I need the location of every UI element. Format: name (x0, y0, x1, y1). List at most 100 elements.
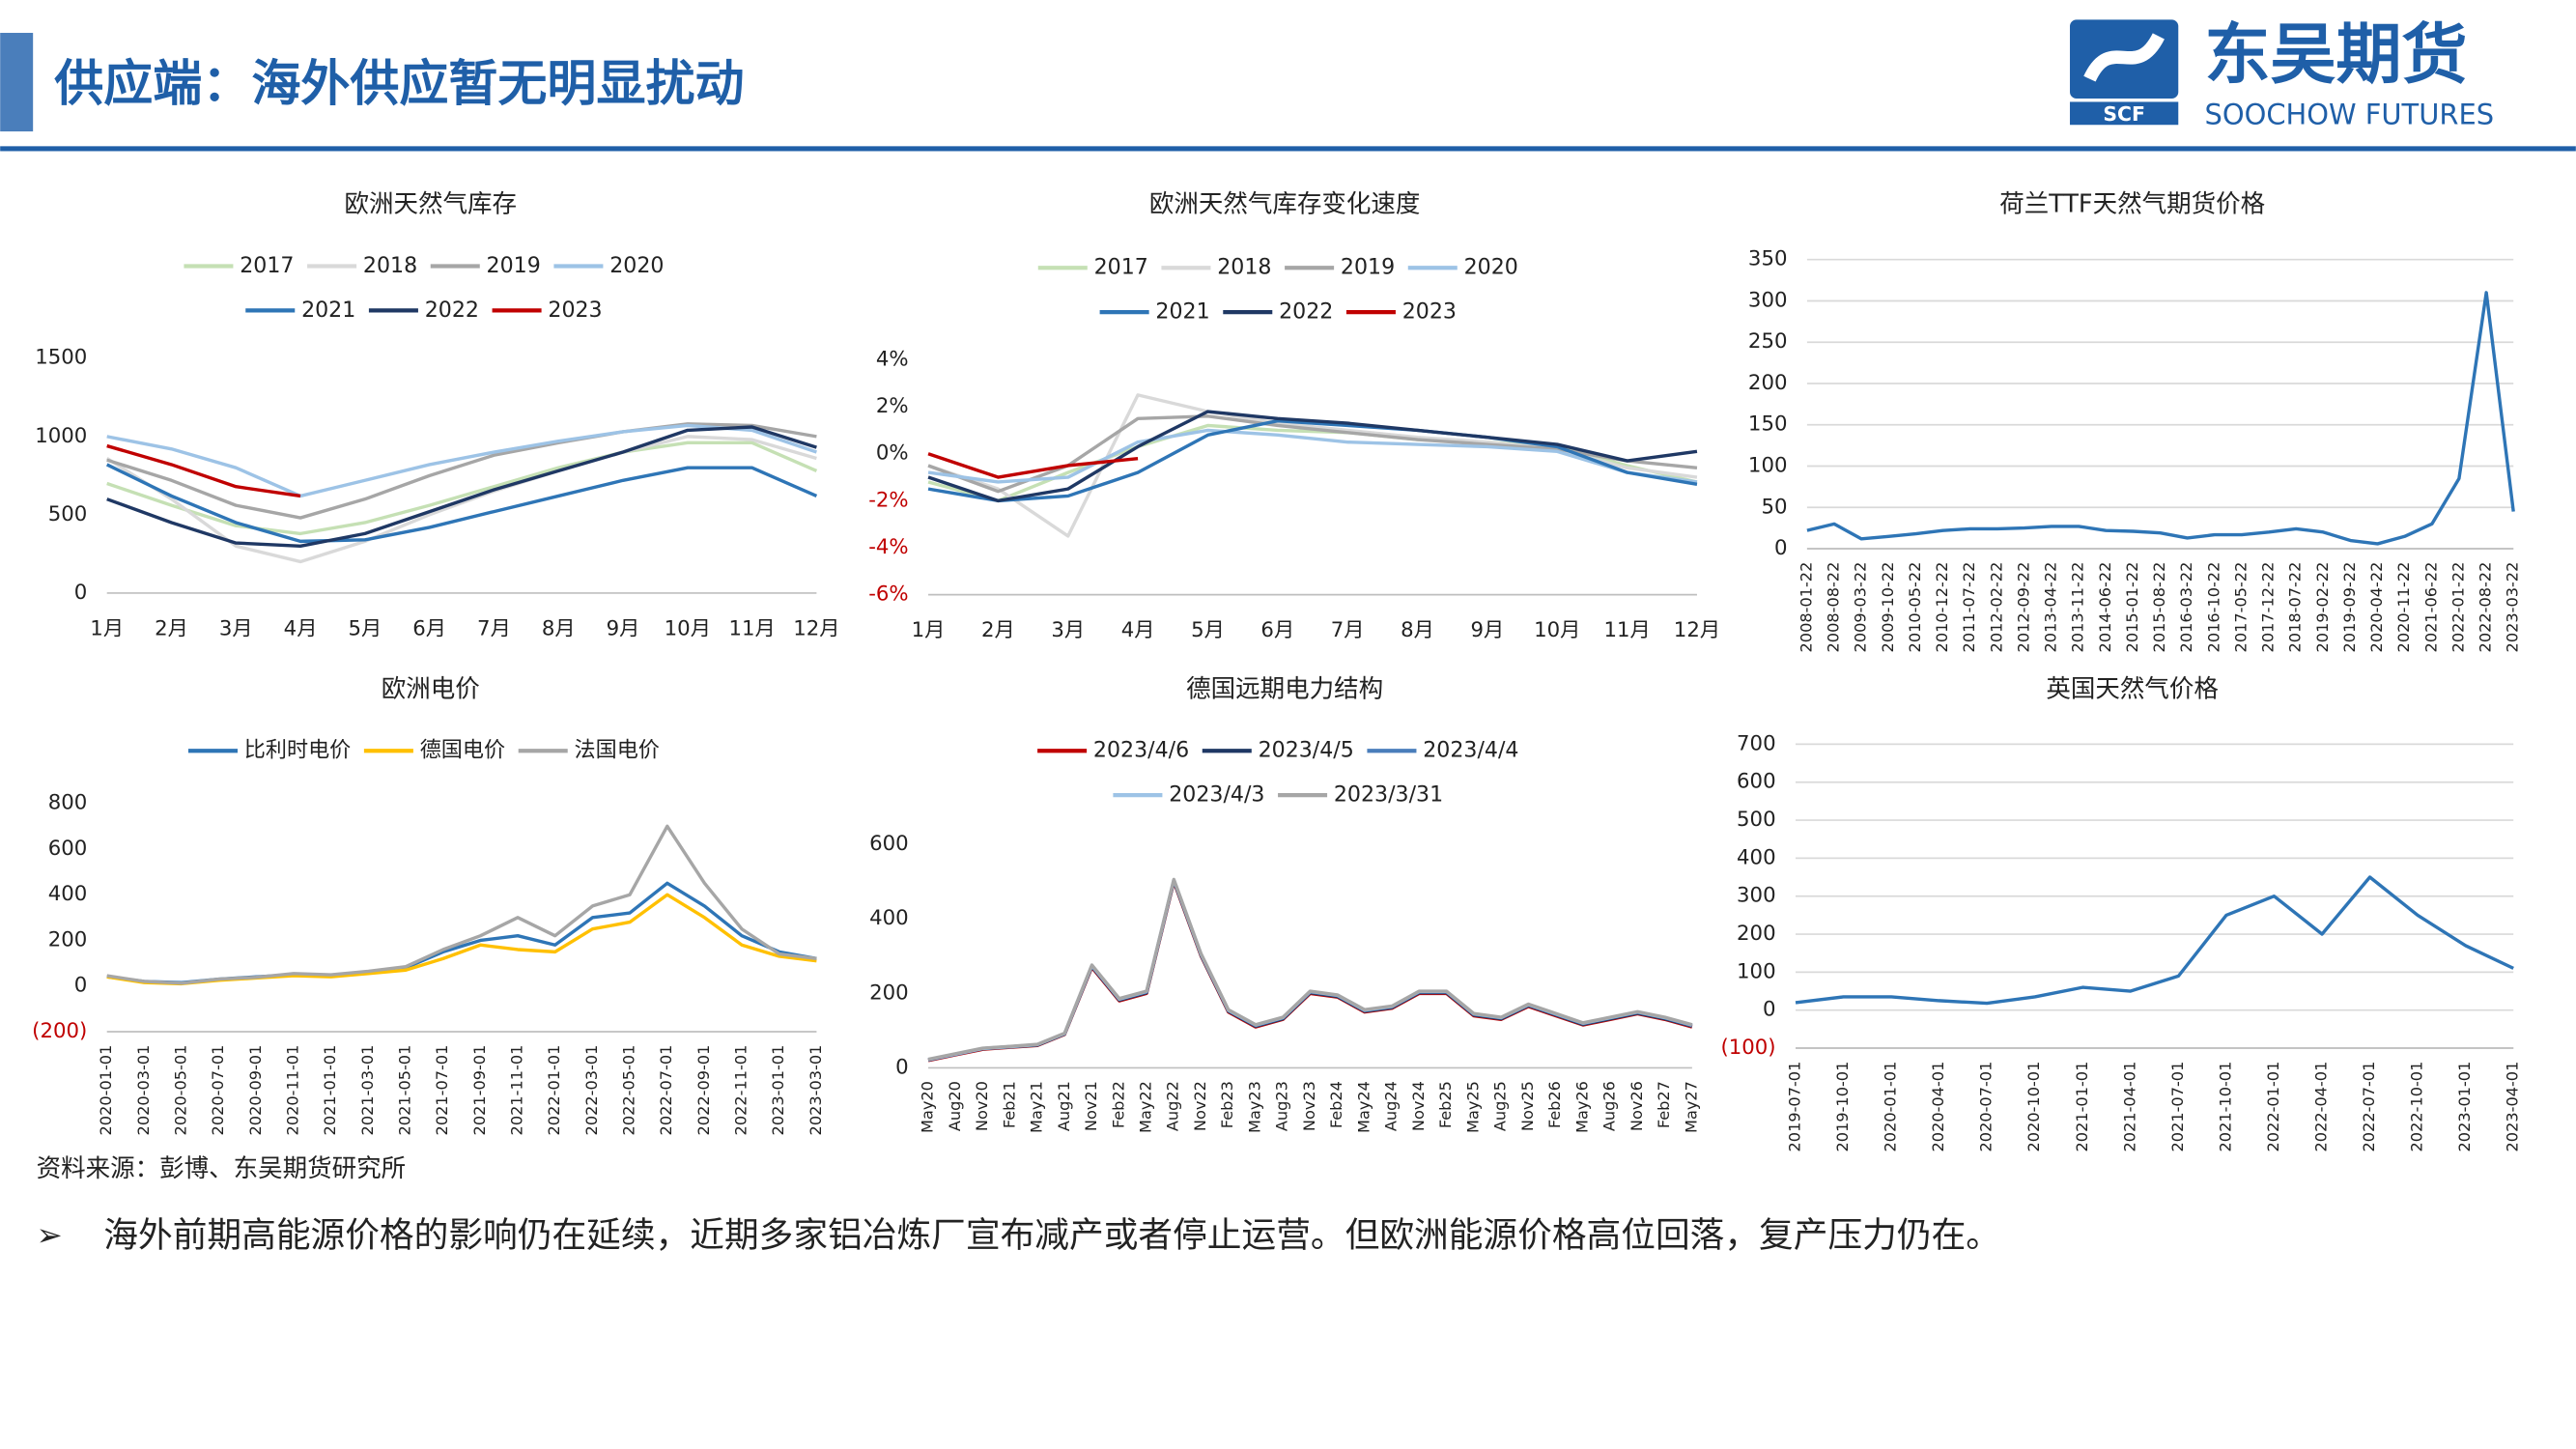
x-tick-label: 2011-07-22 (1960, 562, 1978, 653)
x-tick-label: 2021-04-01 (2120, 1062, 2138, 1152)
y-tick-label: (200) (32, 1019, 87, 1043)
y-tick-label: 700 (1737, 731, 1776, 755)
x-tick-label: May22 (1136, 1081, 1154, 1133)
legend-label: 德国电价 (420, 738, 505, 763)
x-tick-label: 2022-01-22 (2449, 562, 2467, 653)
legend-item: 2023/4/5 (1202, 738, 1354, 763)
x-tick-label: 3月 (1051, 618, 1085, 642)
x-tick-label: May24 (1354, 1081, 1373, 1133)
x-tick-label: 2021-09-01 (470, 1045, 489, 1136)
x-tick-label: 2019-02-22 (2313, 562, 2332, 653)
x-tick-label: 2月 (155, 616, 188, 640)
y-tick-label: 400 (48, 882, 88, 906)
y-tick-label: 800 (48, 791, 88, 815)
y-tick-label: 250 (1748, 329, 1788, 354)
x-tick-label: 5月 (348, 616, 382, 640)
x-tick-label: 2008-01-22 (1797, 562, 1815, 653)
x-tick-label: Aug22 (1164, 1081, 1182, 1131)
x-tick-label: 2022-09-01 (694, 1045, 713, 1136)
y-tick-label: -2% (868, 488, 908, 512)
y-tick-label: 600 (48, 837, 88, 861)
y-tick-label: 0 (1763, 998, 1776, 1022)
x-tick-label: 2017-12-22 (2259, 562, 2278, 653)
x-tick-label: Aug23 (1273, 1081, 1291, 1131)
x-tick-label: Nov23 (1300, 1081, 1318, 1131)
series-line (927, 878, 1693, 1062)
legend-item: 2018 (307, 253, 417, 278)
x-tick-label: 2023-01-01 (2455, 1062, 2474, 1152)
legend-item: 2019 (430, 253, 541, 278)
x-tick-label: 7月 (477, 616, 511, 640)
y-tick-label: -4% (868, 535, 908, 559)
y-tick-label: 0 (895, 1055, 909, 1079)
legend-item: 2023/3/31 (1278, 782, 1443, 808)
x-tick-label: 2020-10-01 (2024, 1062, 2043, 1152)
x-tick-label: 2009-03-22 (1852, 562, 1870, 653)
logo-swoosh (2083, 33, 2165, 82)
x-tick-label: 2016-10-22 (2204, 562, 2222, 653)
series-line (927, 393, 1698, 538)
series-line (927, 410, 1698, 503)
x-tick-label: May21 (1028, 1081, 1046, 1133)
x-tick-label: 2022-10-01 (2408, 1062, 2426, 1152)
y-tick-label: 150 (1748, 412, 1788, 437)
x-tick-label: 2016-03-22 (2177, 562, 2195, 653)
x-tick-label: 12月 (793, 616, 839, 640)
x-tick-label: 2022-01-01 (2264, 1062, 2282, 1152)
x-tick-label: 2022-11-01 (732, 1045, 750, 1136)
y-tick-label: 0% (876, 441, 909, 466)
x-tick-label: Nov20 (973, 1081, 991, 1131)
x-tick-label: 10月 (1534, 618, 1580, 642)
legend-item: 2023 (1345, 299, 1457, 325)
logo-mark: SCF (2103, 102, 2145, 126)
x-tick-label: 9月 (1471, 618, 1505, 642)
y-tick-label: 300 (1737, 884, 1776, 908)
x-tick-label: 7月 (1331, 618, 1365, 642)
legend-item: 2022 (1223, 299, 1333, 325)
y-tick-label: 200 (1737, 922, 1776, 946)
logo-cn: 东吴期货 (2204, 17, 2467, 94)
x-tick-label: 2015-08-22 (2150, 562, 2168, 653)
chart: 欧洲天然气库存 0 500 1000 1500 1月 2月 3月 4月 5月 6月 7月 8月 9月 10月… (35, 190, 839, 641)
legend-label: 2023 (548, 298, 602, 323)
legend-item: 2017 (184, 253, 294, 278)
legend-label: 2019 (487, 253, 541, 278)
y-tick-label: -6% (868, 582, 908, 607)
chart-title: 荷兰TTF天然气期货价格 (1999, 190, 2265, 219)
series-line (106, 440, 818, 536)
legend-item: 2023/4/3 (1113, 782, 1264, 808)
y-tick-label: 400 (869, 906, 909, 930)
x-tick-label: Feb24 (1327, 1081, 1345, 1128)
legend-item: 2021 (245, 298, 355, 323)
series-line (927, 423, 1698, 503)
y-tick-label: 300 (1748, 288, 1788, 312)
x-tick-label: Feb23 (1218, 1081, 1236, 1128)
x-tick-label: 2010-05-22 (1906, 562, 1924, 653)
legend-label: 2017 (240, 253, 294, 278)
x-tick-label: 2022-01-01 (545, 1045, 563, 1136)
source-note: 资料来源：彭博、东吴期货研究所 (37, 1154, 407, 1183)
x-tick-label: 2020-11-22 (2394, 562, 2413, 653)
y-tick-label: 500 (1737, 808, 1776, 832)
legend-item: 2020 (1407, 255, 1518, 280)
legend-item: 2023 (492, 298, 603, 323)
series-line (106, 423, 817, 498)
x-tick-label: 2022-05-01 (620, 1045, 638, 1136)
x-tick-label: Aug26 (1600, 1081, 1619, 1131)
legend-item: 法国电价 (518, 738, 660, 763)
series-line (1806, 291, 2515, 546)
x-tick-label: 2020-01-01 (97, 1045, 115, 1136)
legend-item: 2022 (368, 298, 479, 323)
x-tick-label: 5月 (1191, 618, 1225, 642)
x-tick-label: 10月 (665, 616, 711, 640)
x-tick-label: 2020-04-01 (1929, 1062, 1947, 1152)
x-tick-label: 2017-05-22 (2231, 562, 2250, 653)
x-tick-label: 2020-01-01 (1882, 1062, 1900, 1152)
x-tick-label: 2015-01-22 (2123, 562, 2141, 653)
legend-label: 比利时电价 (244, 738, 351, 763)
x-tick-label: 2021-01-01 (2073, 1062, 2091, 1152)
y-tick-label: 2% (876, 394, 909, 418)
x-tick-label: 2013-11-22 (2069, 562, 2087, 653)
series-line (106, 425, 817, 549)
